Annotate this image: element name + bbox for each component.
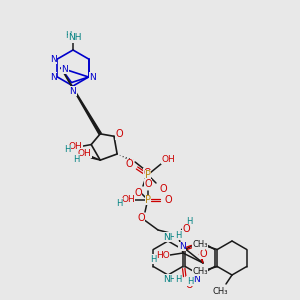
Polygon shape — [199, 254, 203, 263]
Text: CH₃: CH₃ — [193, 240, 208, 249]
Text: NH: NH — [163, 232, 177, 242]
Text: NH: NH — [68, 34, 82, 43]
Text: O: O — [144, 179, 152, 189]
Text: H: H — [73, 155, 80, 164]
Text: O: O — [182, 224, 190, 234]
Text: CH₃: CH₃ — [212, 287, 228, 296]
Text: O: O — [134, 188, 142, 198]
Text: O: O — [197, 239, 205, 250]
Text: N: N — [194, 274, 200, 284]
Text: O: O — [164, 195, 172, 205]
Text: N: N — [89, 73, 96, 82]
Text: OH: OH — [161, 154, 175, 164]
Text: NH: NH — [163, 274, 177, 284]
Text: O: O — [199, 249, 207, 259]
Text: H: H — [187, 277, 193, 286]
Text: H: H — [197, 242, 203, 250]
Text: O: O — [143, 168, 151, 178]
Text: HO: HO — [156, 251, 170, 260]
Text: H: H — [116, 199, 122, 208]
Text: OH: OH — [121, 196, 135, 205]
Text: O: O — [137, 213, 145, 223]
Text: O: O — [115, 129, 123, 139]
Text: H: H — [175, 230, 181, 239]
Text: N: N — [179, 242, 186, 251]
Text: H: H — [175, 275, 181, 284]
Polygon shape — [178, 227, 184, 235]
Text: H: H — [65, 32, 71, 40]
Polygon shape — [61, 68, 101, 134]
Text: N: N — [70, 86, 76, 95]
Text: O: O — [186, 280, 194, 290]
Text: H: H — [64, 145, 70, 154]
Text: OH: OH — [68, 142, 82, 151]
Text: P: P — [145, 170, 151, 180]
Text: H: H — [186, 218, 192, 226]
Text: H: H — [150, 254, 156, 263]
Text: P: P — [145, 195, 151, 205]
Text: O: O — [159, 184, 167, 194]
Text: N: N — [50, 73, 57, 82]
Polygon shape — [91, 156, 100, 160]
Text: OH: OH — [77, 149, 91, 158]
Text: CH₃: CH₃ — [193, 267, 208, 276]
Text: N: N — [61, 64, 68, 74]
Text: N: N — [50, 55, 57, 64]
Text: O: O — [125, 159, 133, 169]
